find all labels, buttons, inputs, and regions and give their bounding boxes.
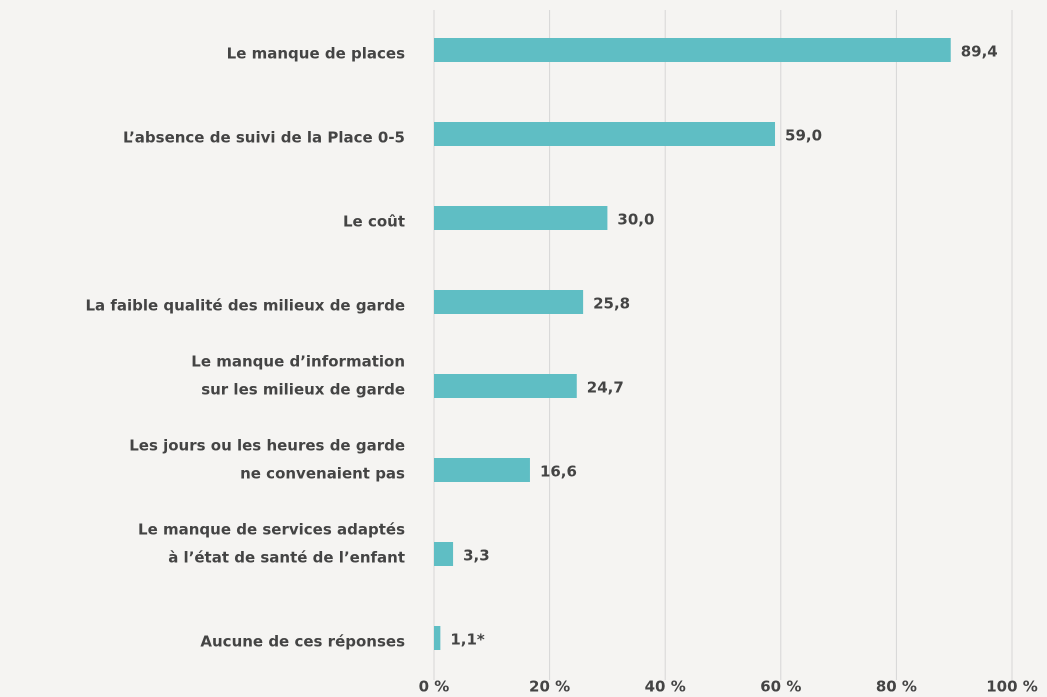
y-tick-label: Le manque d’information: [191, 353, 405, 371]
value-label: 89,4: [961, 43, 998, 61]
y-tick-label: à l’état de santé de l’enfant: [168, 549, 405, 567]
value-label: 3,3: [463, 547, 490, 565]
bar: [434, 290, 584, 314]
value-label: 24,7: [587, 379, 624, 397]
x-tick-label: 60 %: [760, 678, 801, 696]
x-tick-label: 0 %: [419, 678, 450, 696]
y-tick-label: La faible qualité des milieux de garde: [85, 297, 405, 315]
y-tick-label: ne convenaient pas: [240, 465, 405, 483]
bar: [434, 122, 776, 146]
y-tick-label: Le manque de places: [227, 45, 405, 63]
bar: [434, 374, 577, 398]
y-tick-label: Les jours ou les heures de garde: [129, 437, 405, 455]
x-tick-label: 40 %: [645, 678, 686, 696]
value-label: 16,6: [540, 463, 577, 481]
value-label: 59,0: [785, 127, 822, 145]
y-tick-label: sur les milieux de garde: [201, 381, 405, 399]
y-tick-label: Le coût: [343, 213, 405, 231]
x-tick-label: 20 %: [529, 678, 570, 696]
x-tick-label: 80 %: [876, 678, 917, 696]
value-label: 30,0: [617, 211, 654, 229]
bar: [434, 458, 530, 482]
y-tick-label: Aucune de ces réponses: [200, 633, 405, 651]
bar: [434, 38, 951, 62]
bar: [434, 626, 441, 650]
bar: [434, 206, 608, 230]
x-tick-label: 100 %: [986, 678, 1038, 696]
value-label: 1,1*: [450, 631, 485, 649]
y-tick-label: Le manque de services adaptés: [138, 521, 405, 539]
bar: [434, 542, 454, 566]
value-label: 25,8: [593, 295, 630, 313]
y-tick-label: L’absence de suivi de la Place 0-5: [123, 129, 405, 147]
